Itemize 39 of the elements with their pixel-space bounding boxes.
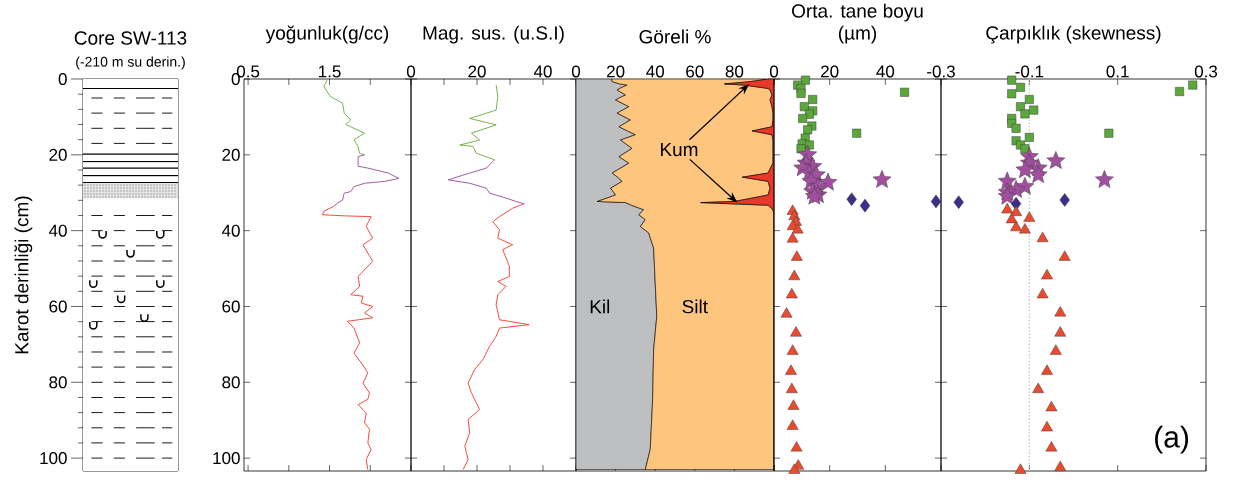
x-tick-label: 0.1: [1106, 65, 1129, 78]
x-tick-label: 1.5: [319, 65, 341, 78]
x-tick-label: 20: [607, 65, 625, 78]
y-axis-title: Karot derinliği (cm): [14, 196, 33, 354]
chart-title: Core SW-113: [74, 31, 187, 45]
y-tick-label: 20: [49, 148, 67, 161]
x-tick-label: 40: [876, 65, 895, 78]
chart-title: Çarpıklık (skewness): [986, 25, 1161, 44]
series-label: Kil: [590, 299, 610, 314]
x-tick-label: -0.1: [1015, 65, 1044, 78]
chart-title: Mag. sus. (u.S.I): [423, 25, 564, 44]
x-tick-label: -0.3: [927, 65, 955, 78]
y-tick-label: 40: [221, 224, 240, 237]
x-tick-label: 0: [406, 65, 416, 78]
chart-subtitle: (µm): [838, 25, 877, 44]
y-tick-label: 20: [222, 148, 240, 161]
y-tick-label: 100: [40, 452, 67, 465]
series-label: Silt: [682, 299, 708, 314]
x-tick-label: 40: [533, 65, 552, 78]
x-tick-label: 40: [646, 65, 664, 78]
x-tick-label: 20: [468, 65, 486, 78]
x-tick-label: 20: [821, 65, 839, 78]
chart-title: Orta. tane boyu: [792, 3, 923, 22]
chart-title: Göreli %: [639, 29, 711, 44]
text: Kum: [660, 142, 698, 157]
annotation: (a): [1155, 425, 1189, 454]
x-tick-label: 0: [769, 65, 779, 78]
y-tick-label: 80: [222, 376, 240, 389]
chart-subtitle: (-210 m su derin.): [76, 56, 185, 70]
x-tick-label: 60: [686, 65, 704, 78]
y-tick-label: 60: [49, 300, 67, 313]
y-tick-label: 80: [49, 376, 67, 389]
y-tick-label: 60: [222, 300, 240, 313]
x-tick-label: 0.3: [1194, 65, 1218, 78]
chart-title: yoğunluk(g/cc): [265, 25, 389, 44]
y-tick-label: 40: [48, 224, 67, 237]
x-tick-label: 80: [725, 65, 744, 78]
y-tick-label: 100: [213, 452, 240, 465]
x-tick-label: 0: [571, 65, 581, 78]
